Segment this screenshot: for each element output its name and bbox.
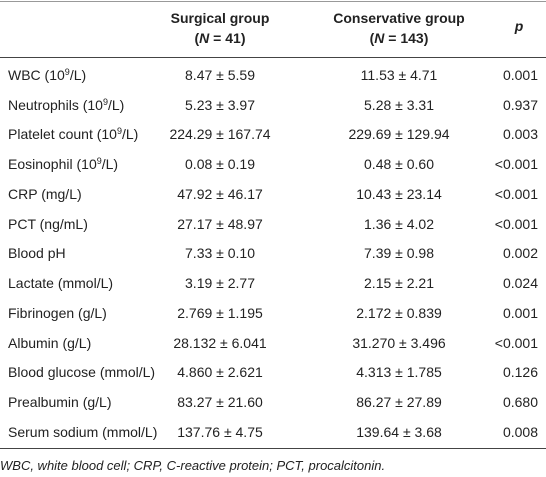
p-value: <0.001 (494, 215, 538, 232)
value-cell: 86.27 ± 27.89 (356, 394, 442, 411)
value-cell: 229.69 ± 129.94 (348, 126, 450, 143)
row-label: CRP (mg/L) (8, 185, 82, 203)
column-subtitle: (N = 41) (195, 29, 246, 47)
p-value: <0.001 (494, 185, 538, 202)
value-cell: 2.769 ± 1.195 (177, 304, 263, 321)
row-label: Eosinophil (109/L) (8, 155, 118, 173)
p-value: 0.008 (502, 423, 538, 440)
column-title: Surgical group (170, 10, 270, 26)
column-title: Conservative group (333, 10, 465, 26)
value-cell: 3.19 ± 2.77 (185, 275, 255, 292)
value-cell: 0.48 ± 0.60 (364, 156, 434, 173)
label-part: /L) (107, 96, 125, 113)
label-part: PCT (ng/mL) (8, 215, 88, 232)
subtitle-part: = 41) (209, 30, 246, 46)
row-label: Blood glucose (mmol/L) (8, 363, 155, 381)
label-part: CRP (mg/L) (8, 185, 82, 202)
value-cell: 7.39 ± 0.98 (364, 245, 434, 262)
value-cell: 31.270 ± 3.496 (352, 334, 446, 351)
label-part: /L) (101, 156, 119, 173)
top-rule (0, 1, 546, 2)
label-part: Lactate (mmol/L) (8, 275, 114, 292)
row-label: PCT (ng/mL) (8, 215, 88, 233)
row-label: Lactate (mmol/L) (8, 274, 113, 292)
value-cell: 139.64 ± 3.68 (356, 423, 442, 440)
label-part: 9 (64, 66, 70, 77)
row-label: Neutrophils (109/L) (8, 96, 124, 114)
label-part: Platelet count (10 (8, 126, 117, 143)
header-rule (0, 57, 546, 58)
row-label: Albumin (g/L) (8, 334, 91, 352)
row-label: Platelet count (109/L) (8, 125, 138, 143)
value-cell: 28.132 ± 6.041 (173, 334, 267, 351)
value-cell: 2.172 ± 0.839 (356, 304, 442, 321)
label-part: /L) (121, 126, 139, 143)
label-part: Neutrophils (10 (8, 96, 103, 113)
label-part: Prealbumin (g/L) (8, 394, 112, 411)
value-cell: 4.860 ± 2.621 (177, 364, 263, 381)
label-part: /L) (69, 66, 87, 83)
subtitle-part: ( (194, 30, 200, 46)
p-value: 0.001 (502, 66, 538, 83)
value-cell: 2.15 ± 2.21 (364, 275, 434, 292)
value-cell: 10.43 ± 23.14 (356, 185, 442, 202)
p-value: 0.003 (502, 126, 538, 143)
p-value: 0.002 (502, 245, 538, 262)
footnote: WBC, white blood cell; CRP, C-reactive p… (0, 458, 386, 473)
value-cell: 27.17 ± 48.97 (177, 215, 263, 232)
value-cell: 11.53 ± 4.71 (360, 66, 438, 83)
row-label: Fibrinogen (g/L) (8, 304, 107, 322)
subtitle-part: N (199, 30, 210, 46)
label-part: Albumin (g/L) (8, 334, 92, 351)
value-cell: 5.28 ± 3.31 (364, 96, 434, 113)
p-value: <0.001 (494, 156, 538, 173)
label-part: 9 (102, 96, 108, 107)
p-value: 0.680 (502, 394, 538, 411)
label-part: Blood glucose (mmol/L) (8, 364, 156, 381)
value-cell: 4.313 ± 1.785 (356, 364, 442, 381)
value-cell: 8.47 ± 5.59 (185, 66, 255, 83)
row-label: Prealbumin (g/L) (8, 393, 112, 411)
row-label: Blood pH (8, 244, 66, 262)
subtitle-part: = 143) (384, 30, 429, 46)
label-part: 9 (116, 126, 122, 137)
value-cell: 47.92 ± 46.17 (177, 185, 263, 202)
label-part: Fibrinogen (g/L) (8, 304, 107, 321)
value-cell: 0.08 ± 0.19 (185, 156, 255, 173)
p-value: 0.001 (502, 304, 538, 321)
label-part: Eosinophil (10 (8, 156, 97, 173)
label-part: 9 (96, 156, 102, 167)
value-cell: 224.29 ± 167.74 (169, 126, 271, 143)
row-label: WBC (109/L) (8, 66, 86, 84)
subtitle-part: N (374, 30, 385, 46)
column-subtitle: (N = 143) (370, 29, 429, 47)
label-part: Serum sodium (mmol/L) (8, 423, 158, 440)
bottom-rule (0, 448, 546, 449)
value-cell: 83.27 ± 21.60 (177, 394, 263, 411)
p-value: <0.001 (494, 334, 538, 351)
subtitle-part: ( (369, 30, 375, 46)
column-title: p (514, 18, 524, 34)
value-cell: 7.33 ± 0.10 (185, 245, 255, 262)
value-cell: 1.36 ± 4.02 (364, 215, 434, 232)
value-cell: 5.23 ± 3.97 (185, 96, 255, 113)
p-value: 0.126 (502, 364, 538, 381)
row-label: Serum sodium (mmol/L) (8, 423, 157, 441)
p-value: 0.937 (502, 96, 538, 113)
p-value: 0.024 (502, 275, 538, 292)
value-cell: 137.76 ± 4.75 (177, 423, 263, 440)
label-part: WBC (10 (8, 66, 65, 83)
label-part: Blood pH (8, 245, 66, 262)
